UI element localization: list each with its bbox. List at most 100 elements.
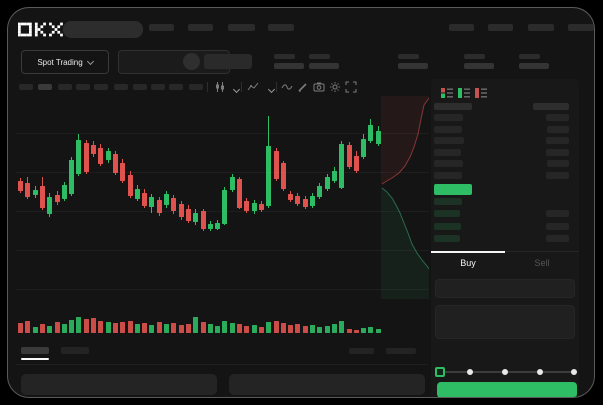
slider-stop[interactable] [537,369,543,375]
candle [186,209,191,221]
book-header-placeholder[interactable] [434,103,472,110]
candle [135,189,140,199]
timeframe-button[interactable] [189,84,203,90]
volume-bar [91,318,96,333]
nav-item-placeholder[interactable] [488,24,513,31]
search-input[interactable] [63,21,143,38]
timeframe-button[interactable] [58,84,72,90]
ask-row-placeholder[interactable] [434,125,462,133]
ask-row-placeholder[interactable] [434,137,464,144]
chevron-down-icon [86,57,94,65]
amount-slider[interactable] [435,367,577,377]
timeframe-button[interactable] [133,84,147,90]
ask-row-placeholder[interactable] [547,160,569,167]
nav-item-placeholder[interactable] [449,24,474,31]
buy-tab[interactable]: Buy [460,257,476,268]
chart-tab-placeholder[interactable] [61,347,89,354]
bid-row-placeholder[interactable] [434,210,460,218]
candle [91,145,96,154]
volume-bar [142,323,147,333]
buy-button[interactable] [437,382,577,397]
candle [230,177,235,190]
pencil-icon[interactable] [297,81,309,93]
volume-bar [98,321,103,333]
nav-item-placeholder[interactable] [568,24,594,31]
book-asks-icon[interactable] [475,87,487,99]
ask-row-placeholder[interactable] [546,148,569,156]
timeframe-button[interactable] [19,84,33,90]
stat-label-placeholder [274,54,295,59]
bid-row-placeholder[interactable] [546,210,569,218]
candle [157,200,162,213]
bid-row-placeholder[interactable] [546,235,569,243]
volume-bar [113,323,118,333]
timeframe-button[interactable] [76,84,90,90]
ask-row-placeholder[interactable] [434,160,463,167]
slider-handle[interactable] [435,367,445,377]
fullscreen-icon[interactable] [345,81,357,93]
okx-logo[interactable] [18,22,66,37]
volume-bar [317,327,322,333]
candlestick-chart[interactable] [8,96,594,342]
bid-row-placeholder[interactable] [546,222,569,230]
bid-row-placeholder[interactable] [434,235,460,243]
candle [368,125,373,141]
nav-item-placeholder[interactable] [268,24,294,31]
nav-item-placeholder[interactable] [528,24,554,31]
timeframe-button[interactable] [94,84,108,90]
nav-item-placeholder[interactable] [149,24,174,31]
volume-bar [18,323,23,333]
ask-row-placeholder[interactable] [546,171,569,179]
volume-bar [266,322,271,333]
volume-bar [237,324,242,333]
book-both-icon[interactable] [441,87,453,99]
chart-option-placeholder[interactable] [349,348,374,354]
candle [201,211,206,229]
volume-bar [230,323,235,333]
ask-row-placeholder[interactable] [434,148,461,156]
slider-stop[interactable] [502,369,508,375]
indicators-icon[interactable] [247,81,259,93]
gridline [16,289,429,290]
candle [164,194,169,205]
candle-type-icon[interactable] [214,81,226,93]
ask-row-placeholder[interactable] [546,114,569,121]
price-input[interactable] [435,279,575,298]
ask-row-placeholder[interactable] [547,125,569,133]
bid-row-placeholder[interactable] [434,222,461,230]
order-book-panel: Buy Sell [431,79,579,397]
ask-row-placeholder[interactable] [434,114,463,121]
bid-row-placeholder[interactable] [434,198,462,205]
candle [237,179,242,208]
volume-bar [69,320,74,333]
nav-item-placeholder[interactable] [188,24,213,31]
nav-item-placeholder[interactable] [228,24,255,31]
book-bids-icon[interactable] [458,87,470,99]
book-header-placeholder[interactable] [533,103,569,110]
amount-input[interactable] [435,305,575,339]
timeframe-button-active[interactable] [38,84,52,90]
timeframe-button[interactable] [114,84,128,90]
chart-tab-active-placeholder[interactable] [21,347,49,354]
stat-value-placeholder [309,63,339,69]
timeframe-button[interactable] [151,84,165,90]
volume-bar [347,329,352,333]
slider-stop[interactable] [467,369,473,375]
candle [325,177,330,189]
candle [113,154,118,173]
volume-bar [252,325,257,333]
ask-row-placeholder[interactable] [546,137,569,144]
chart-option-placeholder[interactable] [386,348,416,354]
timeframe-button[interactable] [169,84,183,90]
volume-bar [354,330,359,333]
ask-row-placeholder[interactable] [434,171,462,179]
wave-icon[interactable] [281,81,293,93]
slider-stop[interactable] [571,369,577,375]
volume-bar [259,327,264,333]
camera-icon[interactable] [313,81,325,93]
gear-icon[interactable] [329,81,341,93]
candle [317,186,322,197]
sell-tab[interactable]: Sell [534,257,550,268]
market-type-dropdown[interactable]: Spot Trading [21,50,109,74]
